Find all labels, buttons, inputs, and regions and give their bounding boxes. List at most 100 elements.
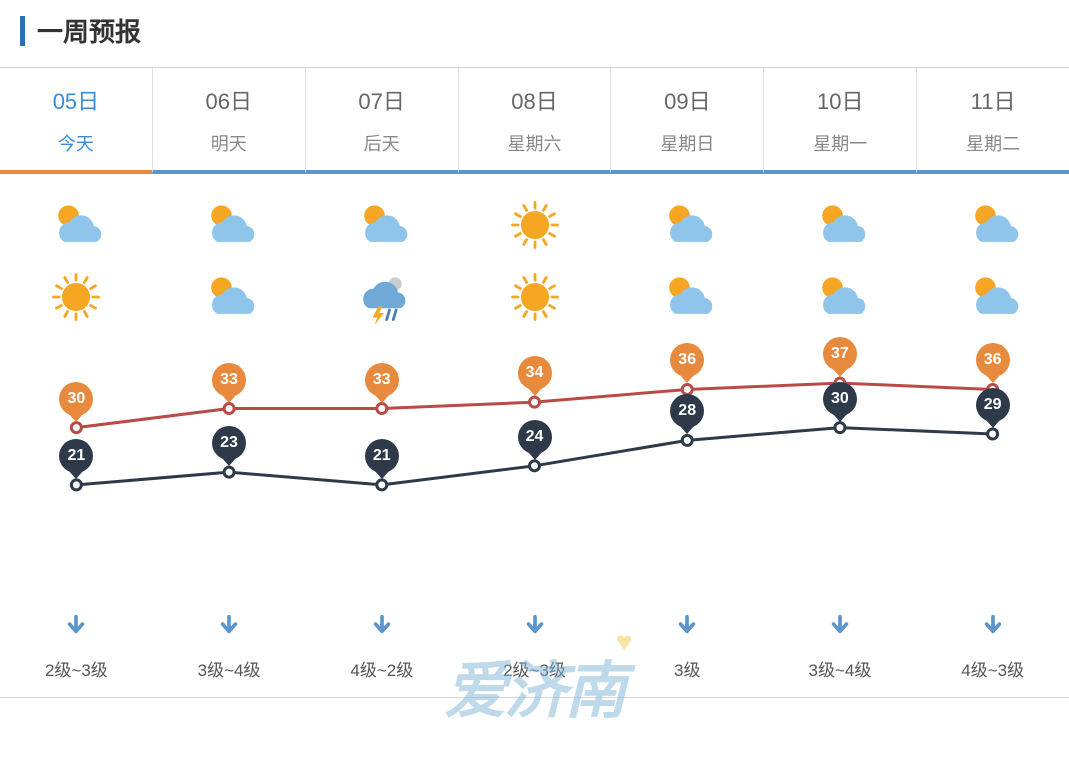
temp-marker xyxy=(377,480,387,490)
temp-marker xyxy=(682,384,692,394)
temp-value: 36 xyxy=(678,351,696,369)
day-tab[interactable]: 08日星期六 xyxy=(458,68,611,174)
day-label: 星期二 xyxy=(917,130,1069,156)
icon-column xyxy=(611,198,764,324)
wind-label: 3级 xyxy=(674,656,700,681)
day-date: 05日 xyxy=(0,84,152,116)
low-temp-pin: 30 xyxy=(823,382,857,424)
wind-column: 4级~2级 xyxy=(305,614,458,681)
wind-arrow-icon xyxy=(524,614,546,642)
partly-cloudy-icon xyxy=(810,270,870,324)
icon-column xyxy=(0,198,153,324)
section-header: 一周预报 xyxy=(0,0,1069,67)
wind-column: 3级~4级 xyxy=(764,614,917,681)
days-tabs: 05日今天06日明天07日后天08日星期六09日星期日10日星期一11日星期二 xyxy=(0,67,1069,174)
partly-cloudy-icon xyxy=(46,198,106,252)
temp-value: 28 xyxy=(678,402,696,420)
partly-cloudy-icon xyxy=(199,198,259,252)
low-temp-pin: 21 xyxy=(59,439,93,481)
temp-value: 21 xyxy=(67,447,85,465)
sunny-icon xyxy=(505,270,565,324)
wind-label: 3级~4级 xyxy=(198,656,261,681)
wind-label: 4级~2级 xyxy=(350,656,413,681)
temp-value: 37 xyxy=(831,345,849,363)
wind-column: 2级~3级 xyxy=(0,614,153,681)
temp-marker xyxy=(835,423,845,433)
high-temp-pin: 37 xyxy=(823,337,857,379)
icon-column xyxy=(764,198,917,324)
day-date: 10日 xyxy=(764,84,916,116)
temp-value: 36 xyxy=(984,351,1002,369)
temp-value: 34 xyxy=(526,364,544,382)
wind-label: 4级~3级 xyxy=(961,656,1024,681)
day-date: 09日 xyxy=(611,84,763,116)
partly-cloudy-icon xyxy=(963,198,1023,252)
day-date: 08日 xyxy=(459,84,611,116)
temp-value: 29 xyxy=(984,396,1002,414)
low-temp-pin: 23 xyxy=(212,426,246,468)
wind-arrow-icon xyxy=(676,614,698,642)
thunderstorm-icon xyxy=(352,270,412,324)
wind-row: 2级~3级 3级~4级 4级~2级 2级~3级 3级 3级~4级 4级~3级 xyxy=(0,614,1069,698)
day-tab[interactable]: 10日星期一 xyxy=(763,68,916,174)
high-temp-pin: 30 xyxy=(59,382,93,424)
wind-arrow-icon xyxy=(982,614,1004,642)
temp-marker xyxy=(71,423,81,433)
wind-label: 2级~3级 xyxy=(45,656,108,681)
day-date: 07日 xyxy=(306,84,458,116)
wind-arrow-icon xyxy=(371,614,393,642)
day-label: 后天 xyxy=(306,130,458,156)
day-date: 06日 xyxy=(153,84,305,116)
temperature-chart: 30 33 33 34 36 37 36 21 23 21 24 28 30 29 xyxy=(0,334,1069,534)
day-tab[interactable]: 06日明天 xyxy=(152,68,305,174)
wind-column: 3级~4级 xyxy=(153,614,306,681)
icon-column xyxy=(916,198,1069,324)
temp-value: 23 xyxy=(220,434,238,452)
day-tab[interactable]: 09日星期日 xyxy=(610,68,763,174)
partly-cloudy-icon xyxy=(352,198,412,252)
partly-cloudy-icon xyxy=(810,198,870,252)
wind-arrow-icon xyxy=(65,614,87,642)
wind-arrow-icon xyxy=(218,614,240,642)
temp-value: 24 xyxy=(526,428,544,446)
header-accent-bar xyxy=(20,16,25,46)
partly-cloudy-icon xyxy=(199,270,259,324)
wind-column: 2级~3级 xyxy=(458,614,611,681)
wind-label: 2级~3级 xyxy=(503,656,566,681)
header-title: 一周预报 xyxy=(37,12,141,49)
temp-marker xyxy=(71,480,81,490)
weather-icons-grid xyxy=(0,198,1069,324)
temp-value: 21 xyxy=(373,447,391,465)
low-temp-pin: 28 xyxy=(670,394,704,436)
day-label: 星期日 xyxy=(611,130,763,156)
high-temp-pin: 33 xyxy=(212,363,246,405)
wind-column: 4级~3级 xyxy=(916,614,1069,681)
icon-column xyxy=(153,198,306,324)
partly-cloudy-icon xyxy=(657,198,717,252)
high-temp-pin: 34 xyxy=(518,356,552,398)
day-tab[interactable]: 07日后天 xyxy=(305,68,458,174)
sunny-icon xyxy=(505,198,565,252)
wind-arrow-icon xyxy=(829,614,851,642)
temp-value: 30 xyxy=(831,390,849,408)
partly-cloudy-icon xyxy=(963,270,1023,324)
temp-value: 30 xyxy=(67,390,85,408)
icon-column xyxy=(305,198,458,324)
temp-marker xyxy=(530,397,540,407)
temp-marker xyxy=(377,404,387,414)
temp-marker xyxy=(530,461,540,471)
partly-cloudy-icon xyxy=(657,270,717,324)
temp-marker xyxy=(224,404,234,414)
day-tab[interactable]: 11日星期二 xyxy=(916,68,1069,174)
high-temp-pin: 33 xyxy=(365,363,399,405)
day-tab[interactable]: 05日今天 xyxy=(0,68,152,174)
day-label: 星期一 xyxy=(764,130,916,156)
low-temp-pin: 24 xyxy=(518,420,552,462)
icon-column xyxy=(458,198,611,324)
low-temp-pin: 21 xyxy=(365,439,399,481)
high-temp-pin: 36 xyxy=(976,343,1010,385)
high-temp-pin: 36 xyxy=(670,343,704,385)
temp-marker xyxy=(988,429,998,439)
day-label: 今天 xyxy=(0,130,152,156)
sunny-icon xyxy=(46,270,106,324)
